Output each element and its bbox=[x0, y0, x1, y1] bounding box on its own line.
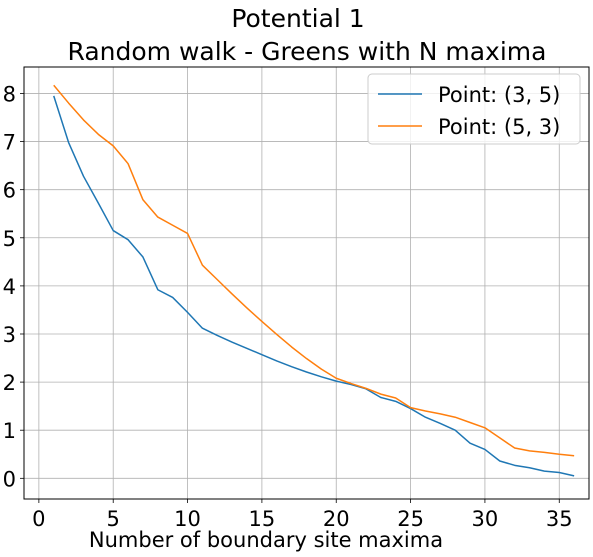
x-tick-label: 5 bbox=[107, 507, 120, 531]
x-tick-label: 25 bbox=[397, 507, 424, 531]
y-tick-label: 7 bbox=[3, 131, 16, 155]
chart-title-line-1: Potential 1 bbox=[231, 4, 364, 33]
legend-label-series-2: Point: (5, 3) bbox=[438, 115, 560, 139]
y-tick-label: 0 bbox=[3, 467, 16, 491]
y-tick-label: 8 bbox=[3, 82, 16, 106]
x-tick-label: 20 bbox=[323, 507, 350, 531]
y-tick-label: 4 bbox=[3, 275, 16, 299]
series-lines bbox=[53, 84, 575, 477]
x-tick-label: 15 bbox=[249, 507, 276, 531]
x-tick-label: 30 bbox=[472, 507, 499, 531]
x-axis-label: Number of boundary site maxima bbox=[89, 528, 443, 552]
y-tick-label: 6 bbox=[3, 179, 16, 203]
legend-label-series-1: Point: (3, 5) bbox=[438, 83, 560, 107]
y-axis-ticks: 0 1 2 3 4 5 6 7 8 bbox=[3, 82, 24, 491]
y-tick-label: 2 bbox=[3, 371, 16, 395]
chart-title-line-2: Random walk - Greens with N maxima bbox=[68, 37, 547, 66]
series-line-1 bbox=[53, 95, 575, 477]
x-tick-label: 35 bbox=[546, 507, 573, 531]
legend: Point: (3, 5) Point: (5, 3) bbox=[367, 73, 581, 145]
x-axis-ticks: 0 5 10 15 20 25 30 35 bbox=[32, 499, 573, 531]
y-tick-label: 5 bbox=[3, 227, 16, 251]
x-tick-label: 0 bbox=[32, 507, 45, 531]
series-line-2 bbox=[53, 84, 575, 457]
x-tick-label: 10 bbox=[174, 507, 201, 531]
plot-frame bbox=[23, 66, 590, 500]
y-tick-label: 1 bbox=[3, 419, 16, 443]
y-tick-label: 3 bbox=[3, 323, 16, 347]
